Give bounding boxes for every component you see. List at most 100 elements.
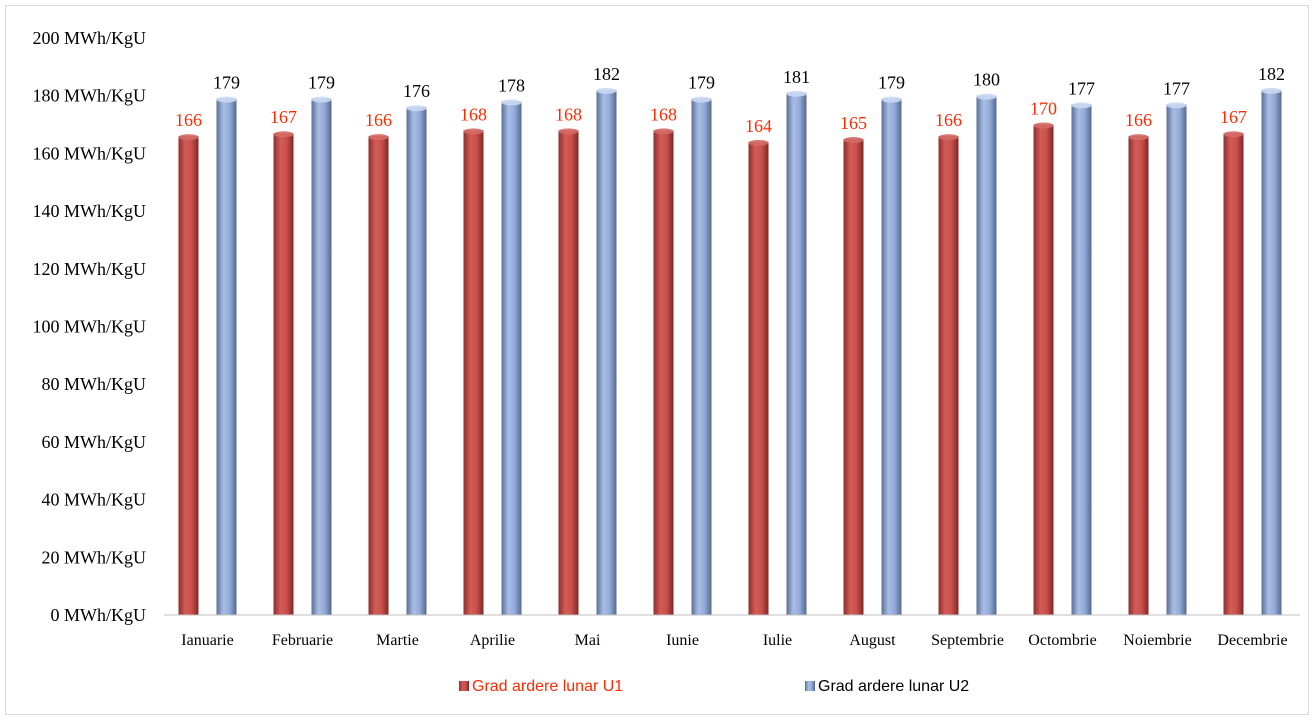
data-label-u2: 179 [213,73,240,93]
bar-top-cap [273,131,294,138]
bars [178,87,1282,616]
bar-top-cap [178,134,199,141]
data-label-u2: 181 [783,67,810,87]
bar-top-cap [1071,102,1092,109]
data-label-u2: 179 [688,73,715,93]
bar-top-cap [653,128,674,135]
y-axis-labels: 0 MWh/KgU 20 MWh/KgU 40 MWh/KgU 60 MWh/KgU 8… [33,28,147,625]
bar-top-cap [596,87,617,94]
x-tick-label: Noiembrie [1123,632,1191,649]
data-label-u2: 179 [308,73,335,93]
x-tick-label: Februarie [272,632,333,649]
bar-u1 [653,130,674,615]
data-labels: 166 179 167 179 166 176 168 178 168 182 168 179 164 1… [175,64,1285,136]
bar-u2 [786,92,807,615]
bar-top-cap [1128,134,1149,141]
bar-top-cap [463,128,484,135]
data-label-u2: 182 [1258,64,1285,84]
data-label-u1: 168 [650,104,677,124]
bar-top-cap [216,96,237,103]
legend-swatch-u1 [459,681,469,691]
bar-top-cap [881,96,902,103]
data-label-u2: 178 [498,75,525,95]
y-tick-label: 20 MWh/KgU [42,547,147,567]
x-tick-label: Septembrie [931,632,1004,649]
legend-label-u2: Grad ardere lunar U2 [818,678,969,695]
bar-top-cap [558,128,579,135]
data-label-u2: 180 [973,70,1000,90]
y-tick-label: 60 MWh/KgU [42,432,147,452]
bar-u1 [558,130,579,615]
bar-top-cap [938,134,959,141]
bar-top-cap [1261,87,1282,94]
bar-u1 [748,141,769,616]
bar-u1 [178,136,199,615]
x-tick-label: Decembrie [1217,632,1287,649]
bar-top-cap [976,93,997,100]
bar-u2 [691,98,712,615]
data-label-u1: 166 [1125,110,1152,130]
data-label-u2: 176 [403,81,430,101]
y-tick-label: 0 MWh/KgU [51,605,147,625]
bar-top-cap [786,90,807,97]
bar-u1 [938,136,959,615]
bar-u1 [368,136,389,615]
bar-u1 [463,130,484,615]
bar-u1 [1223,133,1244,615]
data-label-u1: 167 [1220,107,1247,127]
legend: Grad ardere lunar U1 Grad ardere lunar U2 [459,678,969,695]
x-tick-label: Iunie [666,632,699,649]
y-tick-label: 160 MWh/KgU [33,143,147,163]
bar-u2 [1261,89,1282,616]
y-tick-label: 180 MWh/KgU [33,86,147,106]
bar-u2 [501,101,522,616]
x-tick-label: Martie [376,632,419,649]
y-tick-label: 200 MWh/KgU [33,28,147,48]
bar-top-cap [748,139,769,146]
data-label-u1: 170 [1030,99,1057,119]
y-tick-label: 40 MWh/KgU [42,490,147,510]
bar-u2 [216,98,237,615]
y-tick-label: 80 MWh/KgU [42,374,147,394]
bar-u2 [1166,104,1187,615]
y-tick-label: 140 MWh/KgU [33,201,147,221]
bar-u2 [881,98,902,615]
y-tick-label: 120 MWh/KgU [33,259,147,279]
bar-top-cap [406,105,427,112]
x-tick-label: Mai [575,632,601,649]
x-tick-label: Aprilie [470,632,515,649]
bar-u1 [1128,136,1149,615]
x-tick-label: August [849,632,896,649]
bar-top-cap [311,96,332,103]
y-tick-label: 100 MWh/KgU [33,317,147,337]
bar-top-cap [368,134,389,141]
data-label-u2: 177 [1163,78,1190,98]
bar-u2 [406,107,427,616]
data-label-u1: 166 [175,110,202,130]
bar-u1 [843,138,864,615]
bar-u2 [596,89,617,616]
data-label-u1: 164 [745,116,772,136]
data-label-u1: 168 [555,104,582,124]
bar-u1 [1033,124,1054,616]
legend-label-u1: Grad ardere lunar U1 [472,678,623,695]
data-label-u2: 179 [878,73,905,93]
bar-u2 [311,98,332,615]
bar-top-cap [1033,122,1054,129]
bar-top-cap [1223,131,1244,138]
data-label-u1: 165 [840,113,867,133]
data-label-u2: 177 [1068,78,1095,98]
bar-top-cap [691,96,712,103]
bar-u2 [976,95,997,615]
x-tick-label: Octombrie [1028,632,1096,649]
x-tick-label: Iulie [763,632,792,649]
data-label-u2: 182 [593,64,620,84]
legend-swatch-u2 [805,681,815,691]
data-label-u1: 168 [460,104,487,124]
data-label-u1: 166 [935,110,962,130]
bar-top-cap [843,136,864,143]
x-axis-labels: Ianuarie Februarie Martie Aprilie Mai Iunie Iu… [181,632,1287,649]
bar-u1 [273,133,294,615]
bar-top-cap [1166,102,1187,109]
